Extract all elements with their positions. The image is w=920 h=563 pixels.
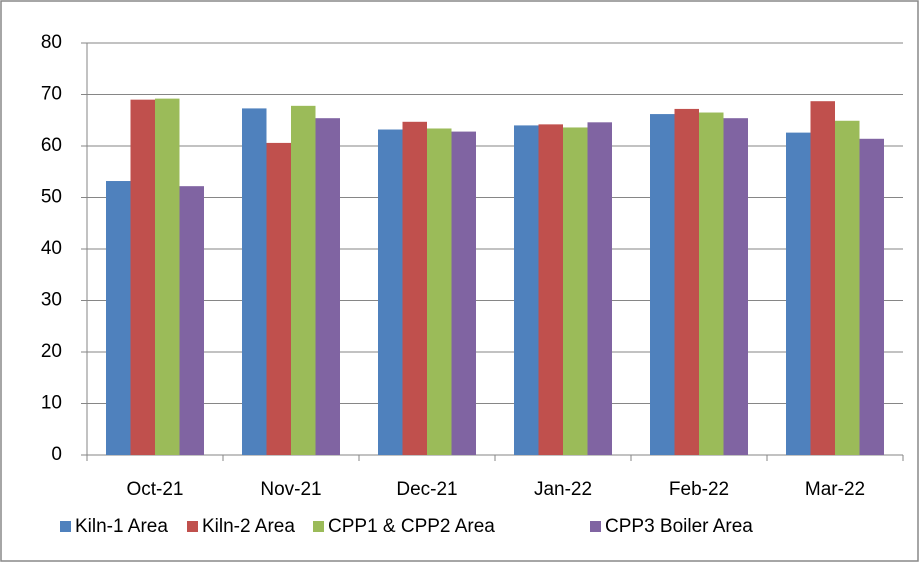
bar [179,186,204,456]
x-tick-label: Dec-21 [396,479,457,500]
legend-label: Kiln-1 Area [75,516,168,537]
legend-swatch [313,521,324,532]
bar [378,129,403,455]
bar [650,114,675,455]
x-tick-label: Feb-22 [669,479,729,500]
bar [514,125,539,456]
bar [155,98,180,456]
bar [291,105,316,455]
x-tick-label: Oct-21 [126,479,183,500]
bar [699,112,724,456]
x-tick-label: Mar-22 [805,479,865,500]
bar [835,120,860,455]
bar [130,99,155,456]
legend-label: CPP3 Boiler Area [605,516,753,537]
bar [427,128,452,456]
y-tick-label: 0 [51,444,62,465]
bar [723,118,748,455]
legend-swatch [60,521,71,532]
y-tick-label: 70 [41,84,62,105]
bar [587,122,612,455]
bar [786,132,811,456]
x-tick-label: Nov-21 [260,479,321,500]
bar [563,127,588,456]
y-tick-label: 40 [41,238,62,259]
bar [538,124,563,456]
legend-label: CPP1 & CPP2 Area [328,516,495,537]
bar [451,131,476,455]
y-tick-label: 30 [41,290,62,311]
bar [402,121,427,456]
legend-swatch [590,521,601,532]
y-tick-label: 10 [41,393,62,414]
bar [810,101,835,455]
bar [859,138,884,456]
y-tick-label: 60 [41,135,62,156]
y-tick-label: 20 [41,341,62,362]
bar [315,118,340,455]
bar [674,108,699,456]
legend-swatch [187,521,198,532]
bar [106,181,131,455]
bar [242,108,267,455]
bar [266,142,291,455]
y-tick-label: 50 [41,187,62,208]
x-tick-label: Jan-22 [534,479,592,500]
y-tick-label: 80 [41,32,62,53]
legend-label: Kiln-2 Area [202,516,295,537]
